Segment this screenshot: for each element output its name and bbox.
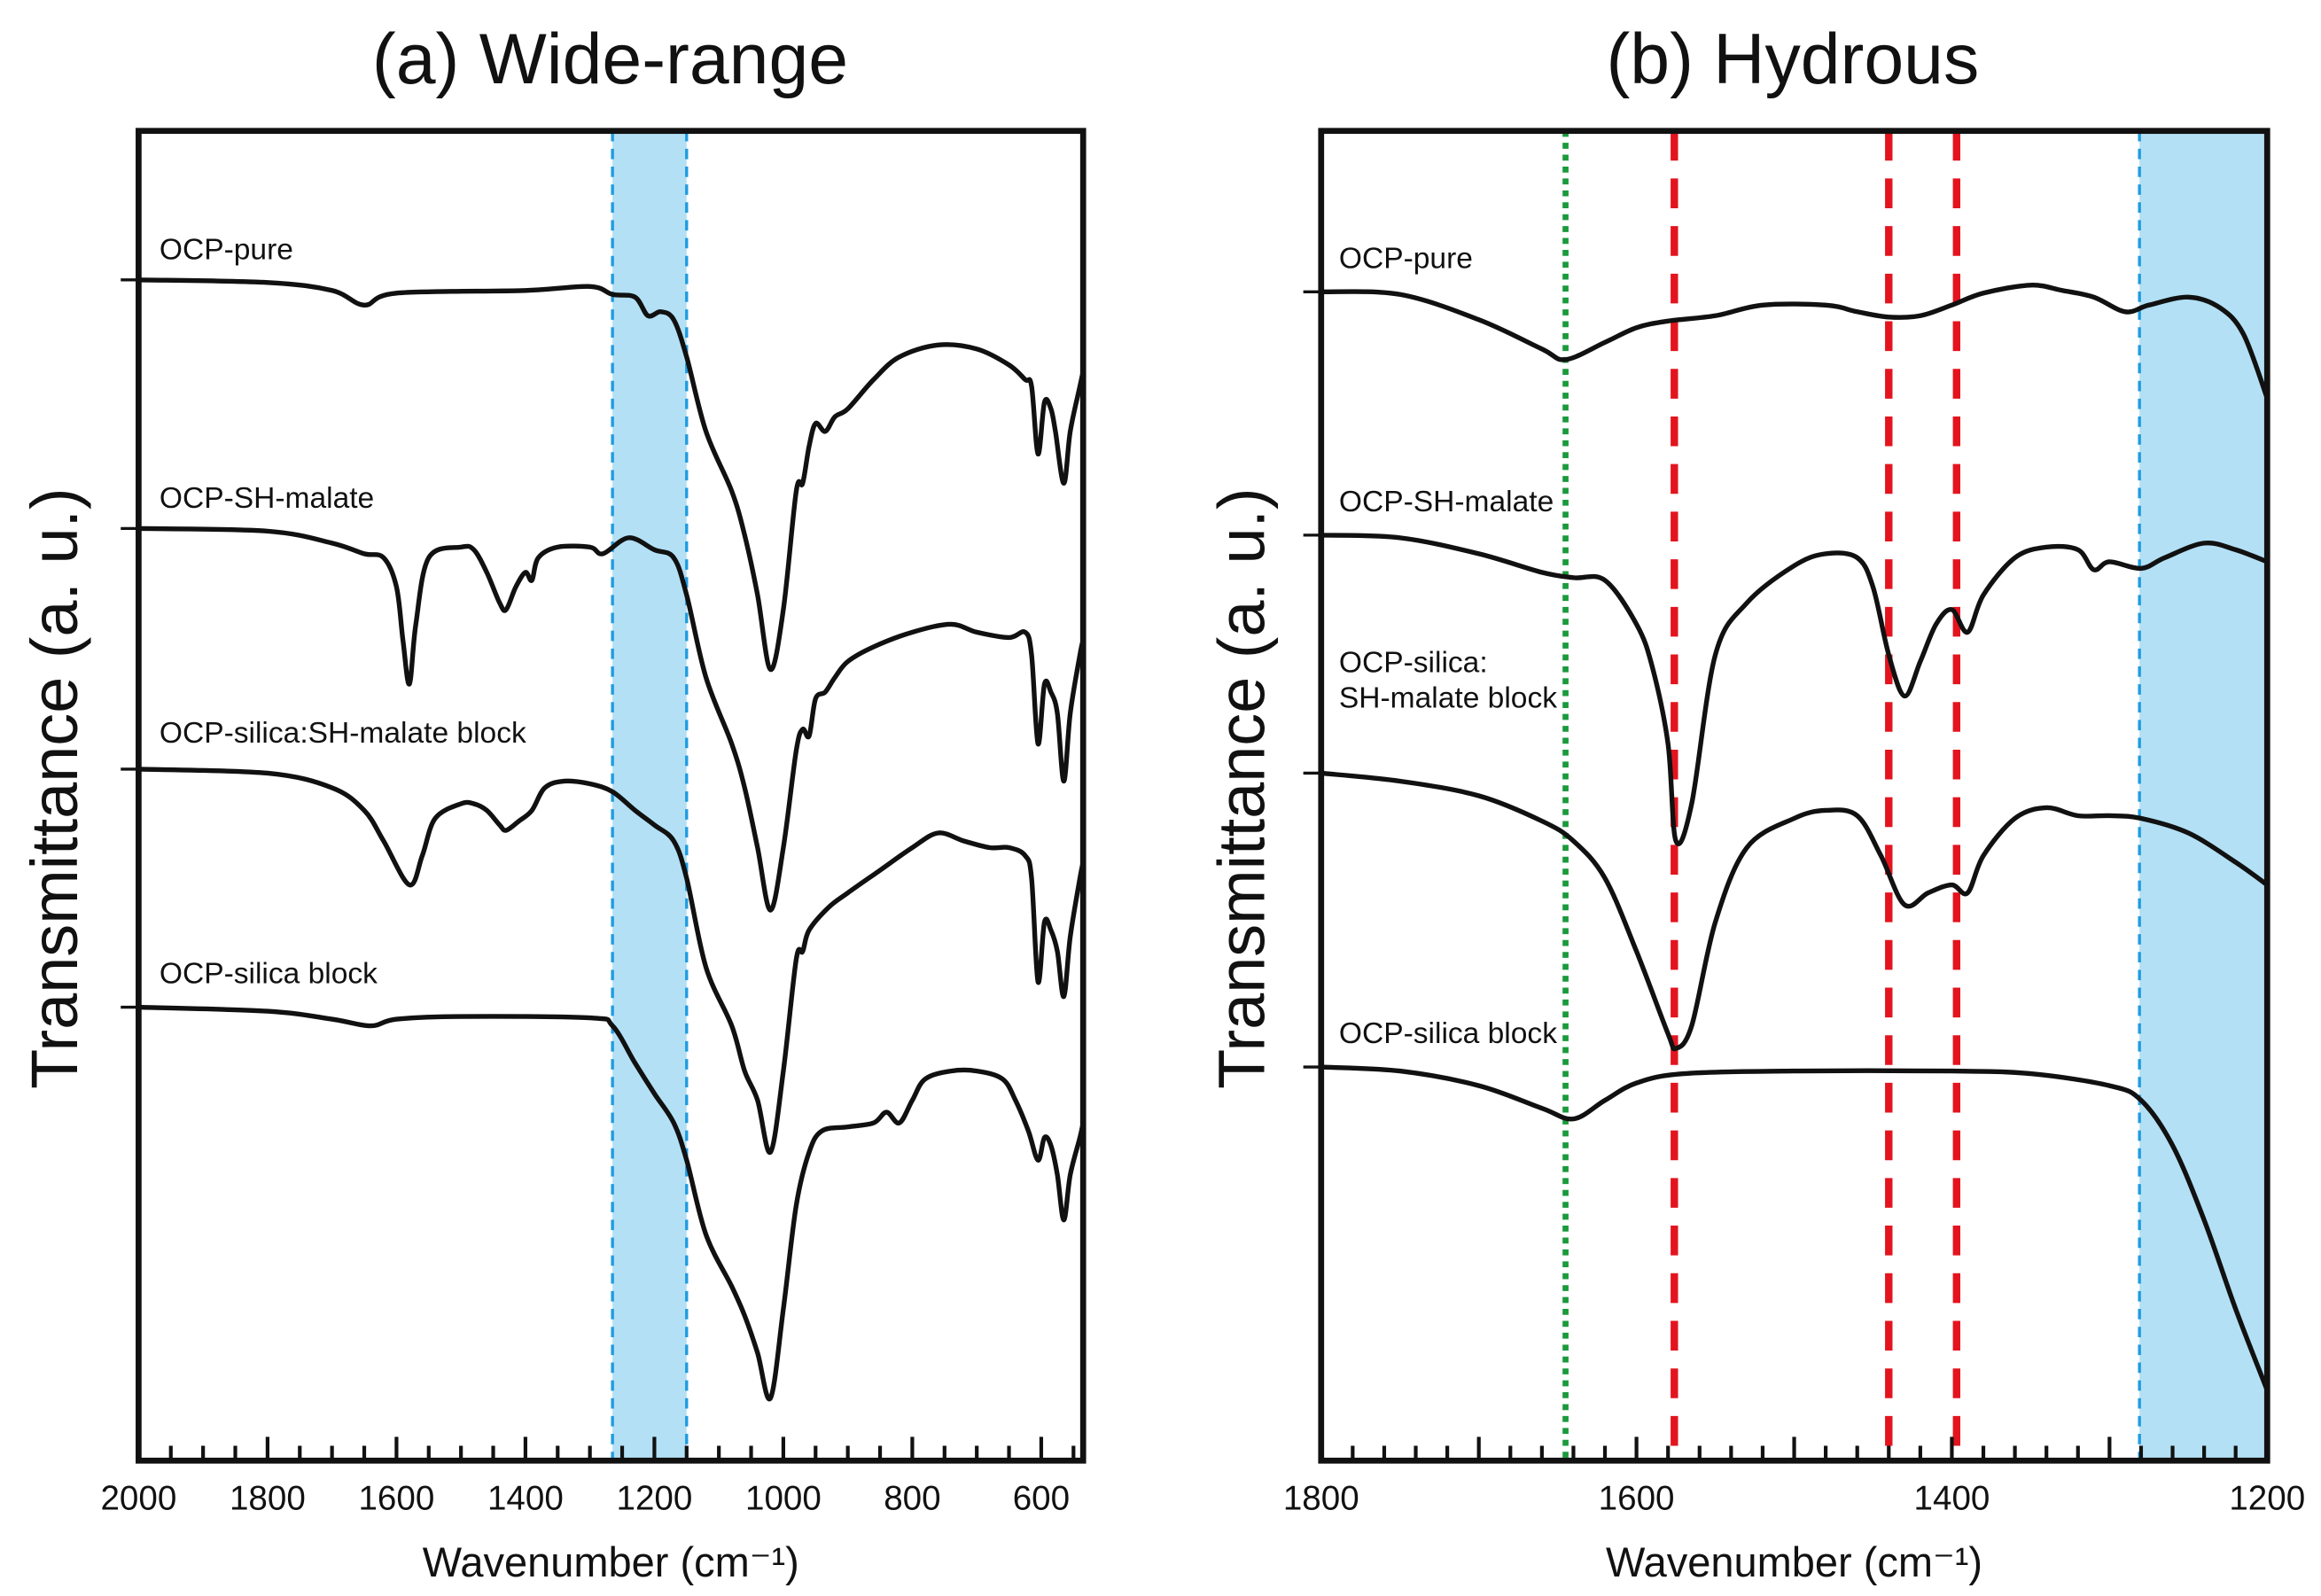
- series-label-line: OCP-silica:: [1339, 646, 1488, 679]
- series-line-0: [1319, 283, 2270, 401]
- panel-title: (a) Wide-range: [372, 19, 848, 99]
- series-line-1: [136, 526, 1086, 913]
- panel-a: (a) Wide-range Transmittance (a. u.) Waven…: [18, 19, 1087, 1585]
- plot-frame: [1318, 128, 2270, 1464]
- highlight-band: [612, 130, 687, 1461]
- series-label: OCP-silica block: [1339, 1017, 1557, 1050]
- x-tick-label: 1200: [616, 1480, 692, 1518]
- x-tick-label: 1400: [1914, 1480, 1990, 1518]
- highlight-band: [2139, 130, 2268, 1461]
- series-label: OCP-SH-malate: [160, 482, 374, 515]
- x-tick-label: 1600: [358, 1480, 434, 1518]
- y-axis-label: Transmittance (a. u.): [18, 487, 91, 1088]
- series-label: OCP-silica:SH-malate block: [160, 717, 526, 750]
- x-tick-label: 1000: [745, 1480, 822, 1518]
- series-line-2: [136, 767, 1086, 1155]
- plot-frame: [136, 128, 1087, 1464]
- series-line-1: [1319, 533, 2270, 846]
- x-tick-label: 800: [884, 1480, 940, 1518]
- panel-b: (b) Hydrous Transmittance (a. u.) Wavenumb…: [1204, 19, 2305, 1585]
- x-tick-label: 1600: [1599, 1480, 1675, 1518]
- series-line-3: [1319, 1064, 2270, 1393]
- x-tick-label: 1200: [2229, 1480, 2305, 1518]
- x-axis-label: Wavenumber (cm⁻¹): [423, 1538, 799, 1585]
- panel-title: (b) Hydrous: [1606, 19, 1979, 99]
- series-label: OCP-silica:SH-malate block: [1339, 646, 1557, 714]
- series-line-2: [1319, 770, 2270, 1052]
- x-tick-label: 1800: [230, 1480, 306, 1518]
- series-label: OCP-SH-malate: [1339, 486, 1554, 518]
- series-line-0: [136, 277, 1086, 673]
- series-label: OCP-pure: [160, 233, 293, 266]
- x-axis-label: Wavenumber (cm⁻¹): [1606, 1538, 1982, 1585]
- x-tick-label: 1400: [487, 1480, 564, 1518]
- x-tick-label: 1800: [1283, 1480, 1359, 1518]
- x-tick-label: 2000: [100, 1480, 176, 1518]
- series-label: OCP-pure: [1339, 242, 1473, 275]
- series-line-3: [136, 1004, 1086, 1402]
- x-tick-label: 600: [1013, 1480, 1070, 1518]
- series-label: OCP-silica block: [160, 958, 378, 991]
- series-label-line: SH-malate block: [1339, 682, 1557, 715]
- y-axis-label: Transmittance (a. u.): [1204, 487, 1278, 1088]
